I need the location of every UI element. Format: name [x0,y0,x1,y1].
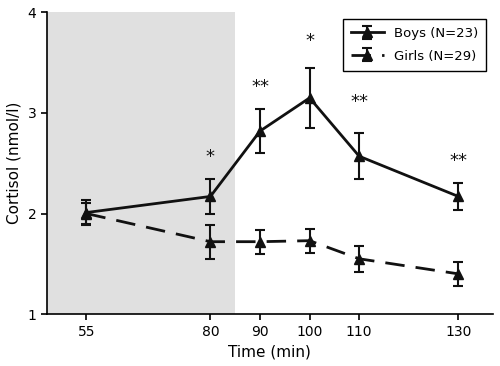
X-axis label: Time (min): Time (min) [228,344,312,359]
Text: *: * [206,148,215,166]
Bar [47,12,235,314]
Text: **: ** [251,78,269,96]
Text: **: ** [350,93,368,111]
Y-axis label: Cortisol (nmol/l): Cortisol (nmol/l) [7,102,22,224]
Legend: Boys (N=23), Girls (N=29): Boys (N=23), Girls (N=29) [343,19,486,71]
Text: *: * [305,31,314,50]
Text: **: ** [450,152,468,170]
